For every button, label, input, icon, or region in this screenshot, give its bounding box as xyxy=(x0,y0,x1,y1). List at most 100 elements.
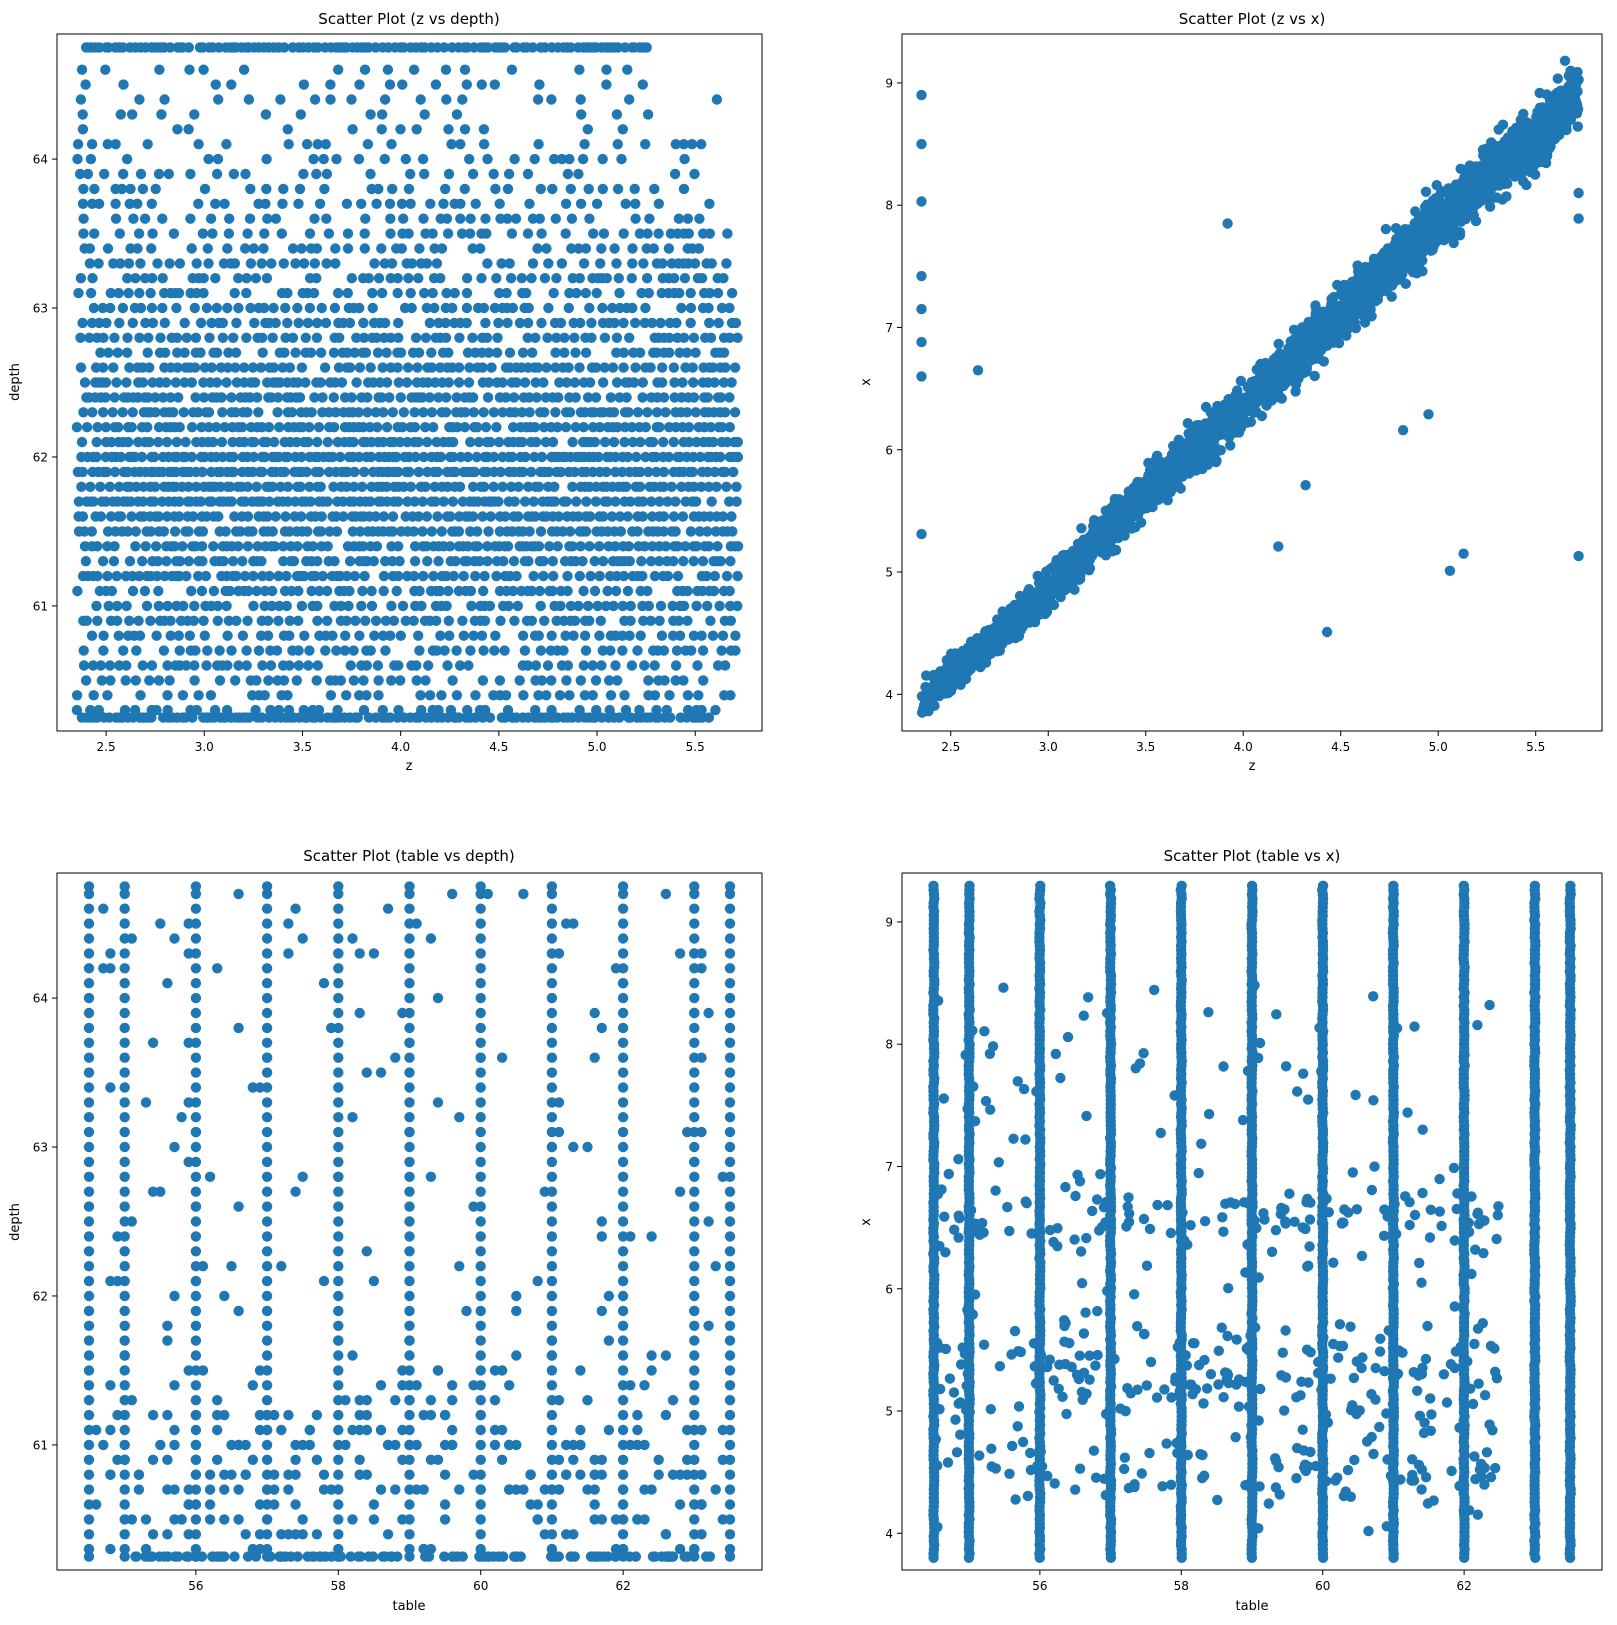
data-point xyxy=(716,302,728,314)
data-point xyxy=(222,243,233,254)
data-point xyxy=(331,645,342,656)
data-point xyxy=(142,392,154,403)
data-point xyxy=(259,585,271,597)
data-point xyxy=(502,183,514,195)
data-point xyxy=(507,585,519,597)
data-point xyxy=(658,392,670,403)
data-point xyxy=(306,407,317,418)
data-point xyxy=(365,451,377,463)
data-point xyxy=(550,407,561,418)
data-point xyxy=(159,317,170,329)
data-point xyxy=(248,570,259,582)
data-point xyxy=(318,153,329,165)
data-point xyxy=(127,585,139,597)
data-point xyxy=(171,436,182,448)
data-point xyxy=(559,332,570,343)
data-point xyxy=(344,585,355,597)
data-point xyxy=(555,600,566,612)
data-point xyxy=(296,451,307,463)
data-point xyxy=(673,615,684,626)
data-point xyxy=(696,481,707,492)
data-point xyxy=(636,556,647,567)
x-ticks: 2.5 3.0 3.5 4.0 4.5 5.0 5.5 xyxy=(97,731,705,754)
data-point xyxy=(282,496,294,507)
data-point xyxy=(82,168,94,180)
data-point xyxy=(313,704,325,716)
data-point xyxy=(302,526,313,537)
data-point xyxy=(370,407,381,418)
data-point xyxy=(502,704,514,716)
data-point xyxy=(627,258,638,269)
data-point xyxy=(450,556,461,567)
data-point xyxy=(211,422,222,433)
data-point xyxy=(447,675,458,686)
data-point xyxy=(211,168,223,180)
data-point xyxy=(707,362,719,373)
data-point xyxy=(485,436,496,448)
data-point xyxy=(718,273,729,284)
data-point xyxy=(162,704,173,716)
data-point xyxy=(240,168,251,180)
data-point xyxy=(142,347,153,358)
data-point xyxy=(541,690,552,701)
data-point xyxy=(356,481,368,492)
data-point xyxy=(233,660,244,671)
data-point xyxy=(457,94,468,105)
data-point xyxy=(222,660,233,671)
data-point xyxy=(455,139,466,150)
data-point xyxy=(100,422,112,433)
data-point xyxy=(612,422,623,433)
data-point xyxy=(705,332,717,343)
data-point xyxy=(706,258,717,269)
data-point xyxy=(626,273,637,284)
data-point xyxy=(465,213,476,224)
data-point xyxy=(247,362,259,373)
data-point xyxy=(349,570,360,582)
data-point xyxy=(362,407,373,418)
data-point xyxy=(1386,291,1397,302)
data-point xyxy=(691,541,702,552)
data-point xyxy=(541,362,552,373)
data-point xyxy=(516,407,528,418)
data-point xyxy=(370,615,382,626)
data-point xyxy=(506,228,518,239)
data-point xyxy=(316,302,327,314)
data-point xyxy=(248,451,259,463)
data-point xyxy=(601,273,612,284)
data-point xyxy=(373,675,384,686)
data-point xyxy=(304,422,315,433)
data-point xyxy=(304,645,315,656)
data-point xyxy=(1126,523,1138,534)
data-point xyxy=(720,362,731,373)
data-point xyxy=(523,556,534,567)
data-point xyxy=(292,377,304,388)
data-point xyxy=(284,526,295,537)
data-point xyxy=(206,317,217,329)
data-point xyxy=(376,392,387,403)
data-point xyxy=(165,392,176,403)
data-point xyxy=(516,273,527,284)
data-point xyxy=(279,347,290,358)
data-point xyxy=(586,332,597,343)
data-point xyxy=(680,541,691,552)
data-point xyxy=(358,317,369,329)
data-point xyxy=(193,570,204,582)
data-point xyxy=(444,541,456,552)
data-point xyxy=(139,585,151,597)
data-point xyxy=(411,675,422,686)
data-point xyxy=(264,570,275,582)
data-point xyxy=(97,556,109,567)
data-point xyxy=(233,302,244,314)
data-point xyxy=(472,422,483,433)
data-point xyxy=(93,198,105,209)
data-point xyxy=(645,615,656,626)
data-point xyxy=(86,139,98,150)
data-point xyxy=(93,258,104,269)
data-point xyxy=(79,526,90,537)
data-point xyxy=(408,64,420,75)
data-point xyxy=(329,556,340,567)
data-point xyxy=(494,526,506,537)
data-point xyxy=(552,422,563,433)
data-point xyxy=(80,79,91,90)
data-point xyxy=(485,511,496,522)
